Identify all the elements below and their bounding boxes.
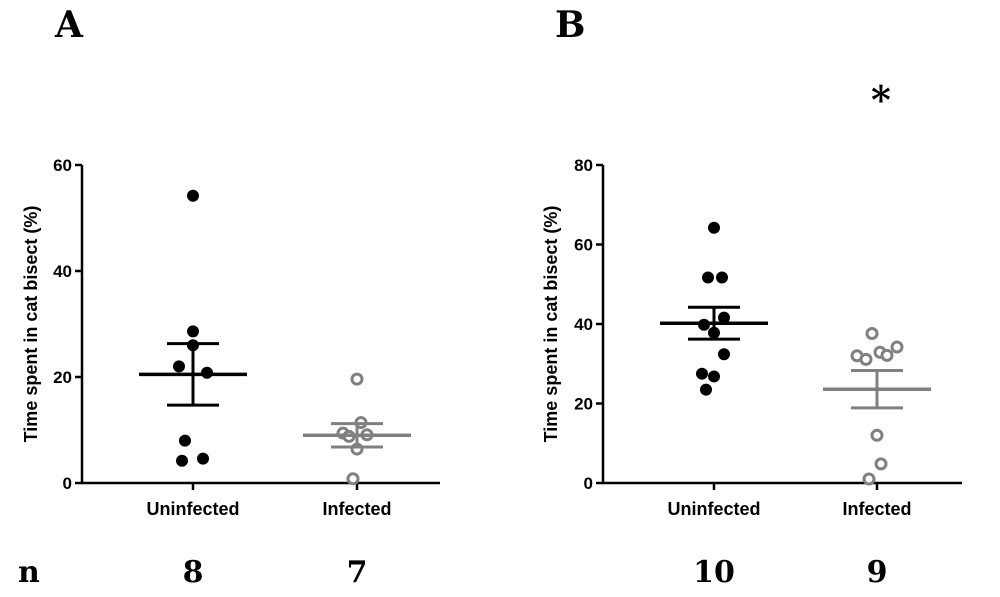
y-tick-label: 60 [53, 156, 72, 175]
x-category-label: Infected [842, 499, 911, 519]
uninfected-data-point [696, 367, 708, 380]
uninfected-data-point [708, 221, 720, 234]
group-n-count: 9 [867, 555, 888, 590]
x-category-label: Infected [322, 499, 391, 519]
uninfected-data-point [716, 271, 728, 284]
significance-mark: * [871, 77, 891, 122]
panel-a-letter: A [54, 4, 84, 46]
chart-panel-a: 0 20 40 60 Time spent in cat bisect (%) Uninf… [21, 156, 440, 590]
uninfected-data-point [702, 271, 714, 284]
uninfected-data-point [179, 434, 191, 447]
y-tick-label: 60 [574, 236, 593, 255]
chart-panel-b: 0 20 40 60 80 Time spent in cat bisect (%) Uni… [541, 156, 962, 590]
uninfected-data-point [708, 370, 720, 383]
y-tick-label: 40 [53, 262, 72, 281]
y-tick-label: 80 [574, 156, 593, 175]
infected-data-point [880, 348, 894, 362]
y-tick-label: 20 [574, 395, 593, 414]
uninfected-data-point [187, 189, 199, 202]
y-tick-label: 0 [584, 474, 593, 493]
uninfected-data-point [700, 383, 712, 396]
infected-data-point [346, 472, 360, 486]
uninfected-data-point [197, 452, 209, 465]
infected-data-point [870, 428, 884, 442]
infected-data-point [859, 352, 873, 366]
y-tick-label: 20 [53, 368, 72, 387]
y-axis-title: Time spent in cat bisect (%) [21, 206, 41, 443]
x-category-label: Uninfected [146, 499, 239, 519]
y-axis-title: Time spent in cat bisect (%) [541, 206, 561, 443]
uninfected-data-point [187, 325, 199, 338]
uninfected-data-point [176, 454, 188, 467]
uninfected-data-point [718, 348, 730, 361]
infected-data-point [874, 457, 888, 471]
uninfected-data-point [173, 360, 185, 373]
n-row-label: n [18, 555, 40, 590]
y-tick-label: 0 [63, 474, 72, 493]
infected-data-point [350, 372, 364, 386]
panel-b-letter: B [555, 4, 585, 46]
y-tick-label: 40 [574, 315, 593, 334]
infected-data-point [862, 472, 876, 486]
group-n-count: 10 [693, 555, 735, 590]
x-category-label: Uninfected [667, 499, 760, 519]
group-n-count: 7 [347, 555, 368, 590]
infected-data-point [865, 327, 879, 341]
group-n-count: 8 [183, 555, 204, 590]
infected-data-point [890, 340, 904, 354]
